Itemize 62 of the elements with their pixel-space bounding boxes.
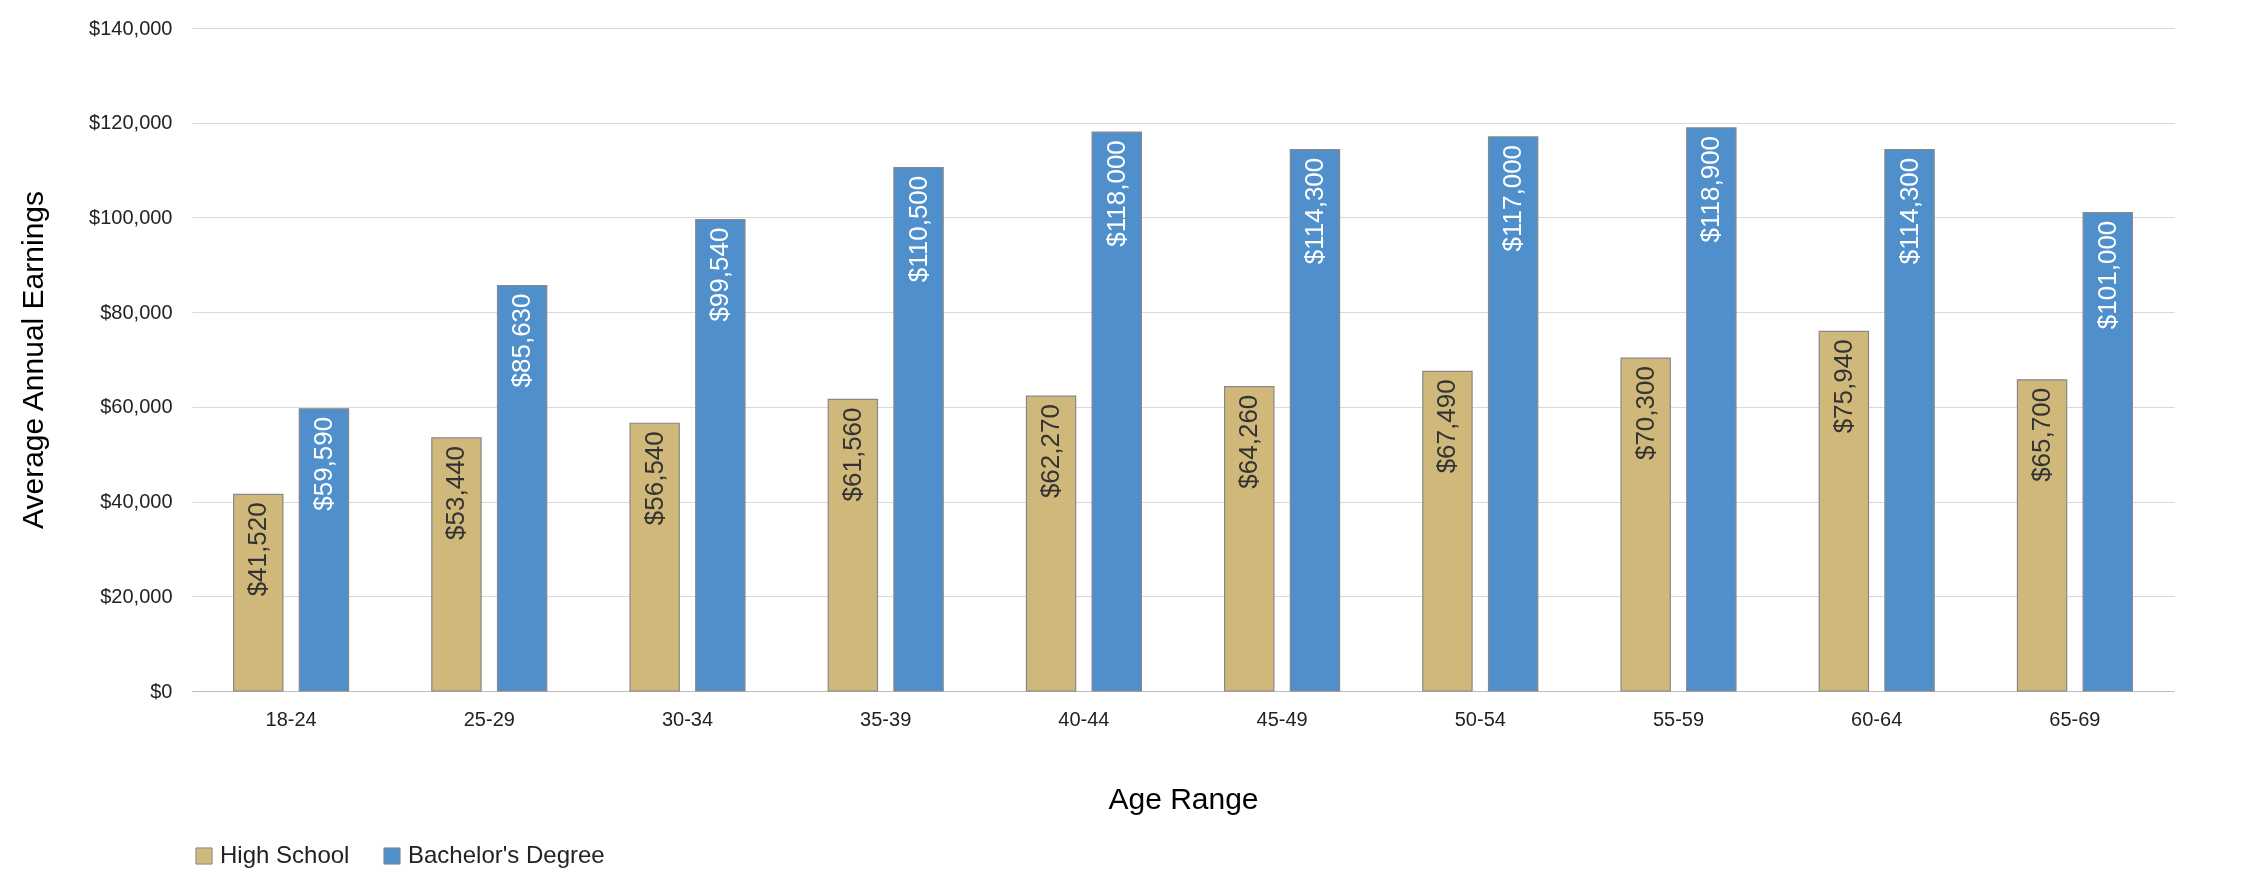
y-tick-label: $60,000 [100, 395, 173, 418]
y-tick-label: $0 [150, 679, 173, 702]
data-label: $59,590 [307, 416, 338, 511]
data-label: $67,490 [1431, 379, 1462, 474]
x-tick-label: 30-34 [661, 707, 714, 730]
x-tick-label: 40-44 [1058, 707, 1110, 730]
bar [1224, 386, 1275, 692]
data-label: $117,000 [1497, 144, 1528, 252]
data-label: $114,300 [1893, 157, 1924, 265]
x-axis-title: Age Range [1108, 781, 1259, 815]
data-label: $56,540 [638, 431, 669, 526]
bar [233, 493, 284, 692]
y-tick-label: $40,000 [100, 490, 173, 513]
legend-label: Bachelor's Degree [408, 841, 605, 868]
data-label: $118,000 [1100, 140, 1131, 247]
bar [1487, 136, 1539, 692]
x-tick-label: 45-49 [1256, 707, 1308, 730]
x-tick-label: 65-69 [2049, 707, 2101, 730]
bar [431, 437, 482, 692]
data-label: $110,500 [902, 175, 933, 283]
data-label: $62,270 [1035, 404, 1066, 499]
bar [1091, 131, 1142, 692]
bar [1686, 127, 1737, 692]
bar [298, 408, 350, 692]
x-tick-label: 50-54 [1454, 707, 1506, 730]
bar [1620, 357, 1671, 692]
bar [496, 284, 548, 692]
data-label: $53,440 [440, 445, 471, 540]
data-label: $85,630 [506, 293, 537, 388]
y-axis-title: Average Annual Earnings [16, 190, 50, 530]
bar [1422, 370, 1473, 692]
x-tick-label: 55-59 [1652, 707, 1705, 730]
y-tick-label: $80,000 [100, 300, 173, 323]
bar [2016, 379, 2068, 692]
data-label: $114,300 [1298, 157, 1329, 265]
y-tick-label: $120,000 [89, 111, 173, 134]
data-label: $101,000 [2091, 220, 2122, 330]
x-tick-label: 35-39 [860, 707, 912, 730]
data-label: $99,540 [704, 227, 735, 322]
data-label: $61,560 [836, 407, 867, 502]
data-label: $64,260 [1233, 394, 1264, 489]
bar [1884, 149, 1935, 692]
data-label: $41,520 [242, 502, 273, 597]
data-label: $70,300 [1629, 366, 1660, 461]
y-tick-label: $100,000 [89, 205, 173, 228]
bar [2082, 212, 2133, 692]
bar [695, 219, 746, 692]
y-tick-label: $140,000 [89, 16, 173, 39]
data-label: $65,700 [2026, 387, 2057, 482]
data-label: $118,900 [1695, 135, 1726, 243]
x-tick-label: 18-24 [265, 707, 317, 730]
bar [1818, 330, 1870, 692]
bar [827, 398, 879, 692]
data-label: $75,940 [1827, 339, 1858, 434]
bar [893, 167, 944, 692]
x-tick-label: 25-29 [463, 707, 515, 730]
y-tick-label: $20,000 [100, 584, 173, 607]
bar [629, 422, 680, 692]
bar [1289, 149, 1341, 692]
x-tick-label: 60-64 [1851, 707, 1903, 730]
legend-label: High School [220, 841, 350, 868]
bar [1025, 395, 1077, 692]
